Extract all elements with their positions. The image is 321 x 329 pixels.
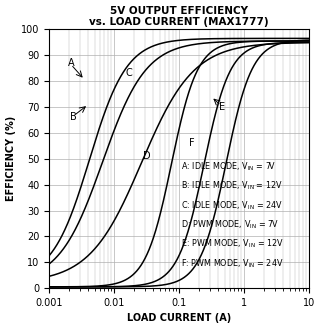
Text: A: IDLE MODE, V$_{\mathregular{IN}}$ = 7V: A: IDLE MODE, V$_{\mathregular{IN}}$ = 7…	[181, 160, 276, 173]
Text: A: A	[67, 58, 74, 68]
Text: B: B	[70, 112, 77, 122]
Text: B: IDLE MODE, V$_{\mathregular{IN}}$ = 12V: B: IDLE MODE, V$_{\mathregular{IN}}$ = 1…	[181, 180, 282, 192]
Text: E: PWM MODE, V$_{\mathregular{IN}}$ = 12V: E: PWM MODE, V$_{\mathregular{IN}}$ = 12…	[181, 238, 284, 250]
Y-axis label: EFFICIENCY (%): EFFICIENCY (%)	[5, 116, 15, 201]
Title: 5V OUTPUT EFFICIENCY
vs. LOAD CURRENT (MAX1777): 5V OUTPUT EFFICIENCY vs. LOAD CURRENT (M…	[90, 6, 269, 27]
Text: C: IDLE MODE, V$_{\mathregular{IN}}$ = 24V: C: IDLE MODE, V$_{\mathregular{IN}}$ = 2…	[181, 199, 282, 212]
Text: F: PWM MODE, V$_{\mathregular{IN}}$ = 24V: F: PWM MODE, V$_{\mathregular{IN}}$ = 24…	[181, 257, 283, 270]
Text: F: F	[189, 138, 195, 148]
Text: C: C	[126, 68, 133, 78]
Text: D: D	[143, 151, 151, 161]
Text: D: PWM MODE, V$_{\mathregular{IN}}$ = 7V: D: PWM MODE, V$_{\mathregular{IN}}$ = 7V	[181, 218, 278, 231]
X-axis label: LOAD CURRENT (A): LOAD CURRENT (A)	[127, 314, 231, 323]
Text: E: E	[219, 102, 225, 112]
